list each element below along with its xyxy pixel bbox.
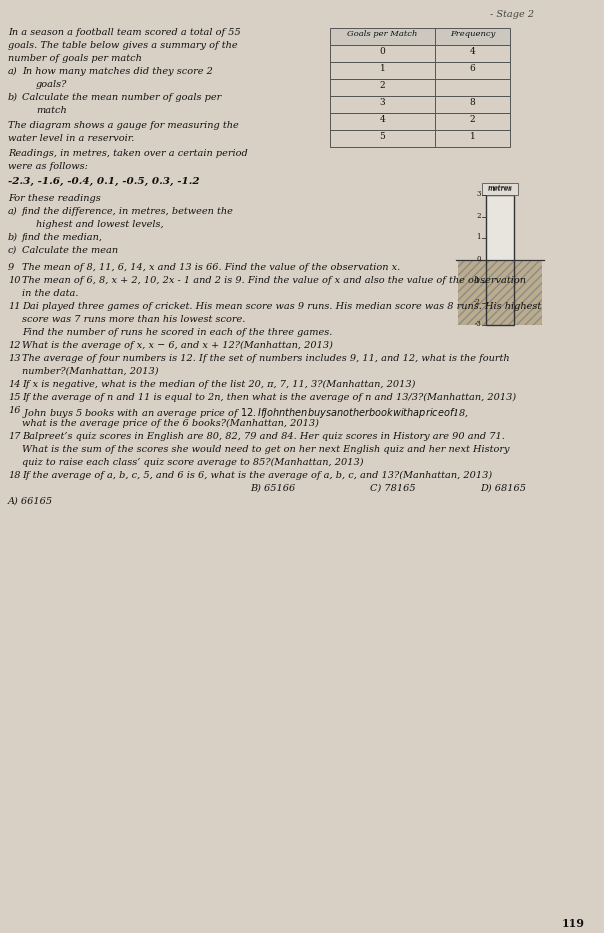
- Text: 1: 1: [380, 64, 385, 73]
- Bar: [330, 79, 510, 96]
- Text: B) 65166: B) 65166: [250, 484, 295, 493]
- Bar: [486, 195, 514, 325]
- Text: 13: 13: [8, 354, 21, 363]
- Text: what is the average price of the 6 books?(Manhattan, 2013): what is the average price of the 6 books…: [22, 419, 319, 428]
- Bar: [514, 260, 542, 325]
- Text: 8: 8: [470, 98, 475, 107]
- Text: 14: 14: [8, 380, 21, 389]
- Text: 12: 12: [8, 341, 21, 350]
- Text: What is the average of x, x − 6, and x + 12?(Manhattan, 2013): What is the average of x, x − 6, and x +…: [22, 341, 333, 350]
- Text: In how many matches did they score 2: In how many matches did they score 2: [22, 67, 213, 76]
- Text: 2: 2: [380, 81, 385, 90]
- Text: 3: 3: [477, 190, 481, 198]
- Text: 3: 3: [380, 98, 385, 107]
- Text: 4: 4: [470, 47, 475, 56]
- Text: quiz to raise each class’ quiz score average to 85?(Manhattan, 2013): quiz to raise each class’ quiz score ave…: [22, 458, 364, 467]
- Text: 0: 0: [380, 47, 385, 56]
- Text: 17: 17: [8, 432, 21, 441]
- Text: metres: metres: [487, 184, 512, 192]
- Text: 16: 16: [8, 406, 21, 415]
- Text: In a season a football team scored a total of 55: In a season a football team scored a tot…: [8, 28, 241, 37]
- Text: score was 7 runs more than his lowest score.: score was 7 runs more than his lowest sc…: [22, 315, 245, 324]
- Text: - Stage 2: - Stage 2: [490, 10, 534, 19]
- Text: If the average of a, b, c, 5, and 6 is 6, what is the average of a, b, c, and 13: If the average of a, b, c, 5, and 6 is 6…: [22, 471, 492, 480]
- Text: A) 66165: A) 66165: [8, 497, 53, 506]
- Text: b): b): [8, 93, 18, 102]
- Text: Calculate the mean: Calculate the mean: [22, 246, 118, 255]
- Text: D) 68165: D) 68165: [480, 484, 526, 493]
- Text: 18: 18: [8, 471, 21, 480]
- Bar: [330, 130, 510, 147]
- Bar: [486, 260, 514, 325]
- Text: c): c): [8, 246, 18, 255]
- Text: The diagram shows a gauge for measuring the: The diagram shows a gauge for measuring …: [8, 121, 239, 130]
- Bar: [482, 183, 518, 195]
- Text: Goals per Match: Goals per Match: [347, 30, 418, 38]
- Text: 1: 1: [477, 233, 481, 242]
- Text: -2.3, -1.6, -0.4, 0.1, -0.5, 0.3, -1.2: -2.3, -1.6, -0.4, 0.1, -0.5, 0.3, -1.2: [8, 177, 200, 186]
- Bar: [330, 96, 510, 113]
- Text: 9: 9: [8, 263, 14, 272]
- Text: The mean of 6, 8, x + 2, 10, 2x - 1 and 2 is 9. Find the value of x and also the: The mean of 6, 8, x + 2, 10, 2x - 1 and …: [22, 276, 526, 285]
- Bar: [330, 62, 510, 79]
- Text: a): a): [8, 67, 18, 76]
- Text: The average of four numbers is 12. If the set of numbers includes 9, 11, and 12,: The average of four numbers is 12. If th…: [22, 354, 510, 363]
- Text: b): b): [8, 233, 18, 242]
- Text: -1: -1: [474, 277, 481, 285]
- Text: Calculate the mean number of goals per: Calculate the mean number of goals per: [22, 93, 221, 102]
- Text: highest and lowest levels,: highest and lowest levels,: [36, 220, 164, 229]
- Text: 11: 11: [8, 302, 21, 311]
- Text: number of goals per match: number of goals per match: [8, 54, 142, 63]
- Text: 4: 4: [380, 115, 385, 124]
- Text: number?(Manhattan, 2013): number?(Manhattan, 2013): [22, 367, 158, 376]
- Text: 119: 119: [562, 918, 585, 929]
- Text: What is the sum of the scores she would need to get on her next English quiz and: What is the sum of the scores she would …: [22, 445, 510, 454]
- Text: a): a): [8, 207, 18, 216]
- Text: water level in a reservoir.: water level in a reservoir.: [8, 134, 134, 143]
- Text: find the difference, in metres, between the: find the difference, in metres, between …: [22, 207, 234, 216]
- Text: For these readings: For these readings: [8, 194, 101, 203]
- Text: -3: -3: [474, 320, 481, 328]
- Text: 2: 2: [470, 115, 475, 124]
- Text: John buys 5 books with an average price of $12. If John then buys another book w: John buys 5 books with an average price …: [22, 406, 469, 420]
- Text: metres: metres: [487, 185, 512, 193]
- Text: Frequency: Frequency: [450, 30, 495, 38]
- Text: match: match: [36, 106, 67, 115]
- Bar: [330, 45, 510, 62]
- Bar: [486, 195, 514, 260]
- Text: If the average of n and 11 is equal to 2n, then what is the average of n and 13/: If the average of n and 11 is equal to 2…: [22, 393, 516, 402]
- Bar: [330, 28, 510, 45]
- Text: C) 78165: C) 78165: [370, 484, 416, 493]
- Text: 15: 15: [8, 393, 21, 402]
- Text: were as follows:: were as follows:: [8, 162, 88, 171]
- Text: goals. The table below gives a summary of the: goals. The table below gives a summary o…: [8, 41, 237, 50]
- Text: 0: 0: [477, 255, 481, 263]
- Text: 1: 1: [470, 132, 475, 141]
- Text: 2: 2: [477, 212, 481, 219]
- Text: goals?: goals?: [36, 80, 68, 89]
- Text: If x is negative, what is the median of the list 20, π, 7, 11, 3?(Manhattan, 201: If x is negative, what is the median of …: [22, 380, 416, 389]
- Text: 10: 10: [8, 276, 21, 285]
- Text: in the data.: in the data.: [22, 289, 79, 298]
- Text: Find the number of runs he scored in each of the three games.: Find the number of runs he scored in eac…: [22, 328, 332, 337]
- Text: Readings, in metres, taken over a certain period: Readings, in metres, taken over a certai…: [8, 149, 248, 158]
- Text: The mean of 8, 11, 6, 14, x and 13 is 66. Find the value of the observation x.: The mean of 8, 11, 6, 14, x and 13 is 66…: [22, 263, 400, 272]
- Text: Balpreet’s quiz scores in English are 80, 82, 79 and 84. Her quiz scores in Hist: Balpreet’s quiz scores in English are 80…: [22, 432, 505, 441]
- Text: 6: 6: [470, 64, 475, 73]
- Text: -2: -2: [474, 299, 481, 306]
- Text: Dai played three games of cricket. His mean score was 9 runs. His median score w: Dai played three games of cricket. His m…: [22, 302, 541, 311]
- Bar: [330, 113, 510, 130]
- Bar: [458, 260, 486, 325]
- Text: 5: 5: [379, 132, 385, 141]
- Text: find the median,: find the median,: [22, 233, 103, 242]
